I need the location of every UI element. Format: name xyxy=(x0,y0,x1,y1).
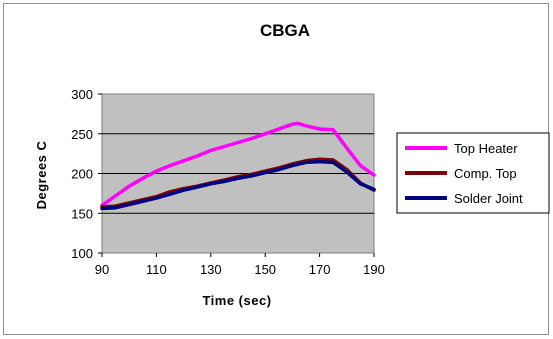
y-tick-label-300: 300 xyxy=(71,87,93,102)
legend-label-2: Comp. Top xyxy=(454,166,517,181)
x-tick-label-170: 170 xyxy=(309,262,331,277)
y-tick-label-250: 250 xyxy=(71,127,93,142)
series-line-3 xyxy=(100,159,376,211)
x-tick-label-130: 130 xyxy=(200,262,222,277)
chart-title: CBGA xyxy=(260,21,310,40)
legend-label-1: Top Heater xyxy=(454,141,518,156)
x-tick-label-90: 90 xyxy=(95,262,109,277)
legend-label-3: Solder Joint xyxy=(454,191,523,206)
x-tick-label-150: 150 xyxy=(254,262,276,277)
y-tick-label-100: 100 xyxy=(71,246,93,261)
series-line-1 xyxy=(100,121,376,208)
y-tick-label-200: 200 xyxy=(71,167,93,182)
x-axis-title: Time (sec) xyxy=(202,293,271,308)
x-tick-label-110: 110 xyxy=(146,262,167,277)
y-tick-label-150: 150 xyxy=(71,206,93,221)
x-tick-label-190: 190 xyxy=(363,262,385,277)
y-axis-title: Degrees C xyxy=(34,140,49,209)
